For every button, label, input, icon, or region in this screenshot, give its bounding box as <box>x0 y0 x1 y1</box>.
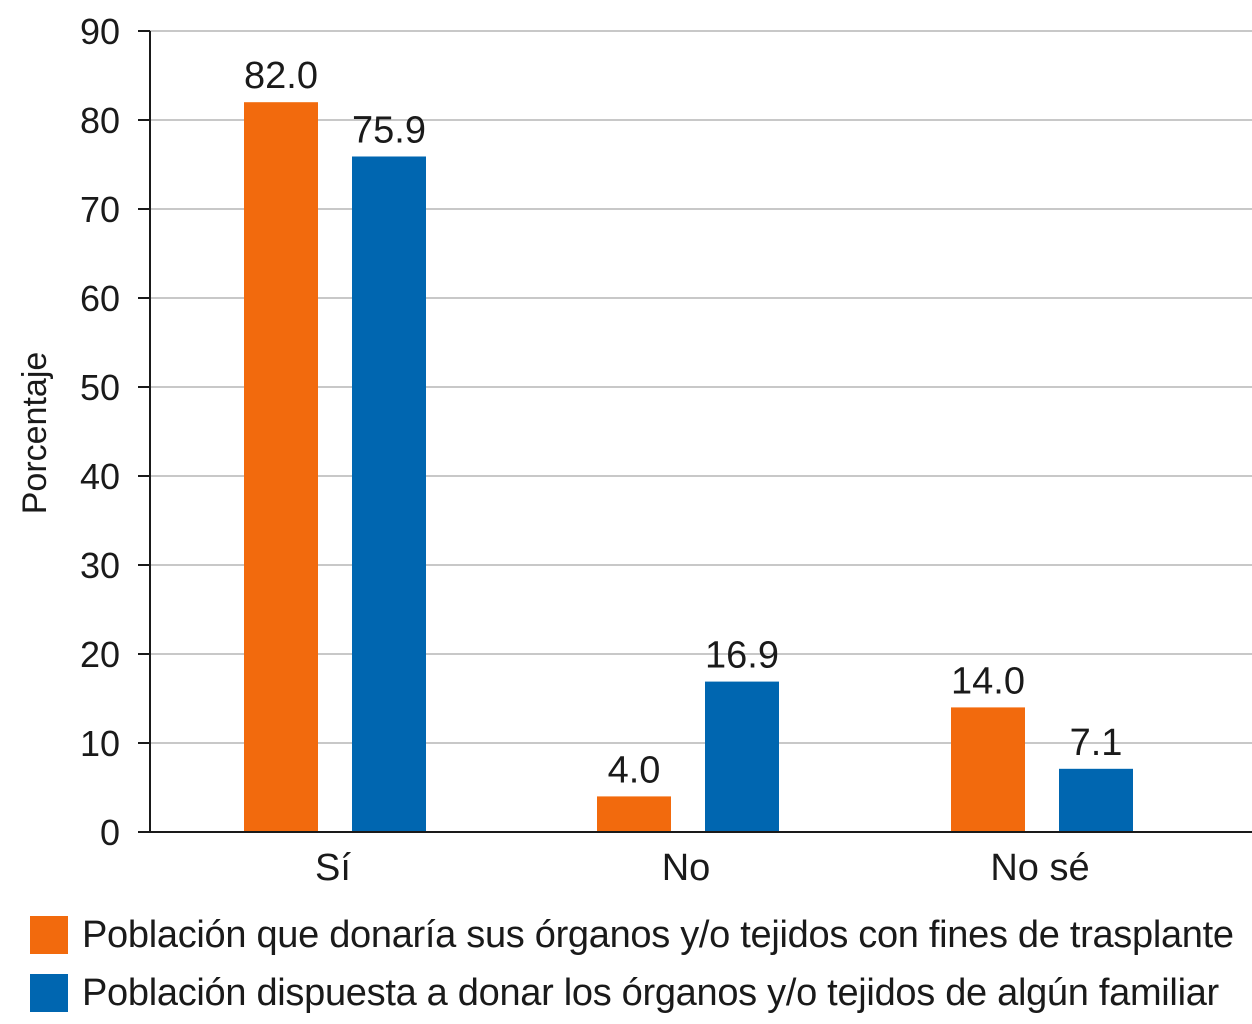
y-tick-label: 80 <box>80 100 120 141</box>
legend-item-series-1: Población que donaría sus órganos y/o te… <box>30 906 1234 964</box>
legend-label: Población dispuesta a donar los órganos … <box>82 971 1219 1014</box>
y-tick-label: 60 <box>80 278 120 319</box>
data-labels: 82.0 75.9 4.0 16.9 14.0 7.1 <box>244 55 1122 791</box>
legend-item-series-2: Población dispuesta a donar los órganos … <box>30 964 1234 1022</box>
gridlines <box>150 30 1252 744</box>
bars <box>244 102 1133 833</box>
data-label: 82.0 <box>244 55 318 97</box>
y-tick-labels: 0 10 20 30 40 50 60 70 80 90 <box>80 11 120 853</box>
legend-label: Población que donaría sus órganos y/o te… <box>82 913 1234 956</box>
bar-blue <box>705 681 779 832</box>
legend-swatch-orange <box>30 916 68 954</box>
bar-orange <box>951 707 1025 832</box>
y-tick-label: 40 <box>80 456 120 497</box>
data-label: 4.0 <box>608 749 661 791</box>
category-labels: Sí No No sé <box>315 847 1090 889</box>
data-label: 14.0 <box>951 660 1025 702</box>
y-tick-label: 30 <box>80 545 120 586</box>
data-label: 16.9 <box>705 635 779 677</box>
category-label: No <box>662 847 711 889</box>
bar-orange <box>597 796 671 832</box>
y-tick-label: 20 <box>80 634 120 675</box>
data-label: 75.9 <box>352 109 426 151</box>
category-label: Sí <box>315 847 351 889</box>
y-tick-label: 70 <box>80 189 120 230</box>
y-axis-label: Porcentaje <box>16 352 54 515</box>
bar-blue <box>1059 768 1133 832</box>
y-tick-label: 50 <box>80 367 120 408</box>
y-tick-label: 0 <box>100 812 120 853</box>
axes <box>138 30 1252 833</box>
y-tick-label: 90 <box>80 11 120 52</box>
category-label: No sé <box>990 847 1089 889</box>
data-label: 7.1 <box>1070 722 1123 764</box>
bar-blue <box>352 156 426 833</box>
legend-swatch-blue <box>30 974 68 1012</box>
y-tick-label: 10 <box>80 723 120 764</box>
bar-orange <box>244 102 318 832</box>
legend: Población que donaría sus órganos y/o te… <box>30 906 1234 1022</box>
bar-chart: 0 10 20 30 40 50 60 70 80 90 Sí No No sé 82.0 75.9 4.… <box>16 11 1252 889</box>
